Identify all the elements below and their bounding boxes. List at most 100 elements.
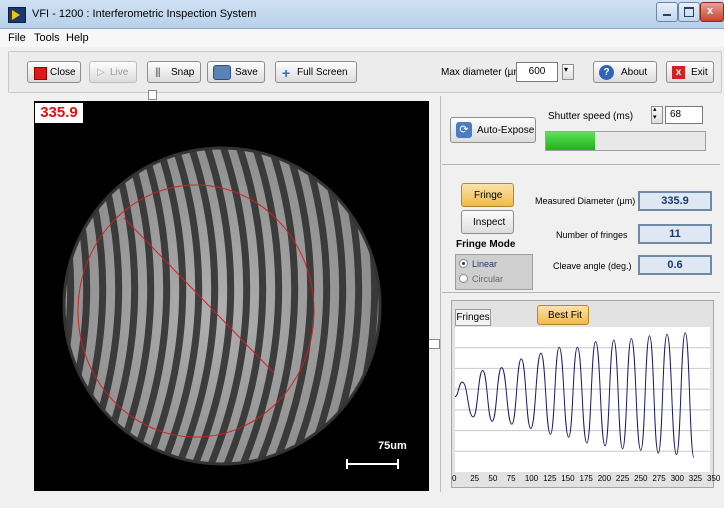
measured-diameter-label: Measured Diameter (µm) (535, 196, 636, 206)
divider-1 (442, 164, 720, 165)
maximize-button[interactable] (678, 2, 700, 22)
best-fit-button[interactable]: Best Fit (537, 305, 589, 325)
fringe-button-label: Fringe (474, 190, 503, 201)
live-button-label: Live (110, 67, 129, 78)
exit-icon: x (672, 66, 685, 79)
window-title: VFI - 1200 : Interferometric Inspection … (32, 8, 257, 20)
x-tick-label: 250 (634, 474, 648, 483)
radio-circular-label: Circular (472, 274, 504, 284)
x-tick-label: 25 (470, 474, 480, 483)
fringe-stripe (64, 148, 75, 464)
fiber-image (34, 121, 429, 481)
fringe-stripe (248, 148, 299, 464)
menu-help[interactable]: Help (66, 32, 89, 44)
x-tick-label: 300 (670, 474, 684, 483)
x-tick-label: 325 (688, 474, 703, 483)
x-tick-label: 150 (561, 474, 575, 483)
fringe-mode-title: Fringe Mode (456, 239, 516, 250)
cleave-angle-value: 0.6 (638, 255, 712, 275)
fringe-stripes (34, 121, 429, 481)
menu-file[interactable]: File (8, 32, 26, 44)
x-tick-label: 225 (615, 474, 630, 483)
camera-icon (213, 65, 231, 80)
window-close-button[interactable]: x (700, 2, 724, 22)
splitter-handle-right[interactable] (428, 339, 440, 349)
auto-expose-label: Auto-Expose (477, 125, 535, 136)
fringe-stripe (168, 148, 219, 464)
x-tick-label: 50 (488, 474, 498, 483)
divider-2 (442, 292, 720, 293)
fringes-tab-label: Fringes (456, 312, 490, 323)
about-button-label: About (621, 67, 648, 78)
play-icon: ▷ (97, 67, 105, 78)
menu-tools[interactable]: Tools (34, 32, 60, 44)
full-screen-button-label: Full Screen (297, 67, 348, 78)
camera-view[interactable] (34, 101, 429, 491)
fit-circle (77, 184, 315, 438)
radio-linear-dot (459, 259, 468, 268)
inspect-button-label: Inspect (473, 217, 506, 228)
x-tick-label: 0 (452, 474, 457, 483)
right-panel (440, 96, 721, 492)
fringe-stripe (216, 148, 267, 464)
maximize-icon (684, 7, 694, 17)
shutter-speed-spinner[interactable]: ▴ ▾ (651, 106, 663, 124)
x-tick-label: 275 (652, 474, 666, 483)
x-tick-label: 125 (543, 474, 557, 483)
spinner-arrows-icon: ▴ ▾ (653, 106, 657, 121)
stop-icon (34, 67, 47, 80)
auto-expose-button[interactable]: ⟳ Auto-Expose (450, 117, 536, 143)
x-tick-label: 100 (524, 474, 539, 483)
diameter-overlay: 335.9 (35, 103, 83, 123)
fringe-stripe (376, 148, 380, 464)
x-tick-label: 175 (579, 474, 593, 483)
menu-bar: File Tools Help (0, 29, 724, 47)
inspect-button[interactable]: Inspect (461, 210, 514, 234)
fringes-tab[interactable]: Fringes (455, 309, 491, 326)
close-button-label: Close (50, 67, 76, 78)
full-screen-button[interactable]: + Full Screen (275, 61, 357, 83)
toolbar: Close ▷ Live ||| Snap Save + Full Screen… (8, 51, 722, 93)
fringe-mode-group: Linear Circular (455, 254, 533, 290)
shutter-speed-label: Shutter speed (ms) (548, 111, 634, 122)
close-button[interactable]: Close (27, 61, 81, 83)
x-tick-label: 350 (707, 474, 721, 483)
measured-diameter-value: 335.9 (638, 191, 712, 211)
x-tick-label: 75 (506, 474, 516, 483)
fringe-stripe (136, 148, 187, 464)
fringes-plot-area (454, 327, 710, 472)
minimize-button[interactable] (656, 2, 678, 22)
radio-linear[interactable]: Linear (459, 259, 497, 269)
fringe-stripe (200, 148, 251, 464)
scale-label: 75um (378, 440, 407, 452)
help-icon: ? (599, 65, 614, 80)
chevron-down-icon: ▾ (564, 65, 569, 74)
fringe-intensity-line (454, 332, 695, 458)
about-button[interactable]: ? About (593, 61, 657, 83)
live-button[interactable]: ▷ Live (89, 61, 137, 83)
max-diameter-input[interactable]: 600 (516, 62, 558, 82)
fringe-stripe (34, 121, 39, 481)
fringe-stripe (152, 148, 203, 464)
radio-circular[interactable]: Circular (459, 274, 503, 284)
x-tick-label: 200 (597, 474, 612, 483)
fringe-button[interactable]: Fringe (461, 183, 514, 207)
number-fringes-value: 11 (638, 224, 712, 244)
exposure-level-bar (545, 131, 706, 151)
exposure-level-fill (546, 132, 596, 150)
fringe-stripe (34, 121, 55, 481)
snap-button[interactable]: ||| Snap (147, 61, 201, 83)
splitter-handle-top[interactable] (148, 90, 157, 100)
exit-button-label: Exit (691, 67, 708, 78)
fringe-stripe (412, 121, 429, 481)
save-button[interactable]: Save (207, 61, 265, 83)
fringes-plot (454, 332, 710, 458)
max-diameter-label: Max diameter (µm) (441, 67, 526, 78)
max-diameter-dropdown[interactable]: ▾ (562, 64, 574, 80)
radio-linear-label: Linear (472, 259, 498, 269)
fringe-stripe (184, 148, 235, 464)
exit-button[interactable]: x Exit (666, 61, 714, 83)
shutter-speed-input[interactable]: 68 (665, 106, 703, 124)
app-icon (8, 7, 26, 23)
fringe-stripe (120, 148, 171, 464)
